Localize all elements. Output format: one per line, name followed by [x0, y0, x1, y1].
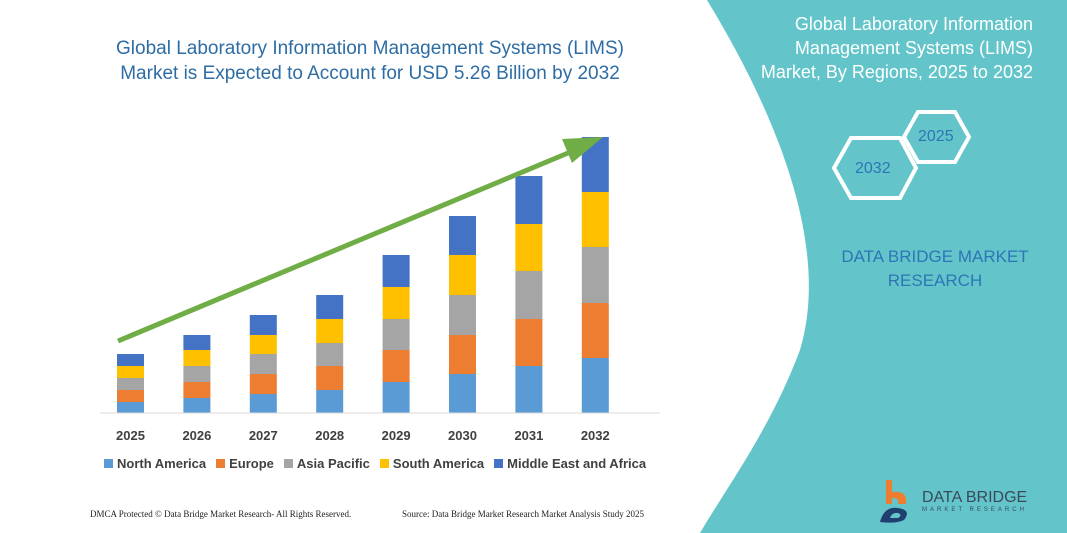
bar-segment-2028-3	[316, 319, 344, 343]
trend-arrow	[117, 137, 603, 344]
bar-segment-2025-3	[117, 366, 144, 378]
bar-segment-2025-1	[117, 390, 144, 402]
bar-segment-2032-0	[581, 358, 609, 413]
bar-segment-2031-4	[515, 176, 543, 224]
bar-segment-2030-3	[449, 255, 476, 295]
bar-segment-2032-1	[581, 303, 609, 358]
bar-segment-2027-0	[249, 394, 277, 413]
x-tick-label: 2025	[116, 428, 145, 443]
side-panel-title: Global Laboratory Information Management…	[713, 12, 1033, 84]
bar-segment-2031-3	[515, 224, 543, 271]
hexagon-2025	[901, 110, 972, 164]
chart-title: Global Laboratory Information Management…	[90, 36, 650, 86]
legend-swatch	[494, 459, 504, 468]
bar-segment-2030-2	[449, 295, 476, 335]
brand-text: DATA BRIDGE MARKET RESEARCH	[820, 245, 1050, 293]
bar-segment-2029-1	[382, 350, 410, 382]
chart-legend: North America Europe Asia Pacific South Ame…	[104, 456, 646, 471]
logo: DATA BRIDGE MARKET RESEARCH	[876, 478, 1027, 524]
bar-segment-2028-1	[316, 366, 344, 390]
bar-segment-2026-1	[183, 382, 211, 398]
brand-line-1: DATA BRIDGE MARKET	[841, 247, 1029, 266]
bar-segment-2029-4	[382, 255, 410, 287]
bar-segment-2028-4	[316, 295, 344, 319]
bar-segment-2031-2	[515, 271, 543, 319]
legend-swatch	[216, 459, 226, 468]
bar-segment-2026-3	[183, 350, 211, 366]
bar-segment-2032-3	[581, 192, 609, 247]
legend-label: Middle East and Africa	[507, 456, 647, 471]
bar-segment-2032-2	[581, 247, 609, 303]
x-tick-label: 2028	[315, 428, 344, 443]
bar-segment-2027-1	[249, 374, 277, 394]
brand-line-2: RESEARCH	[887, 271, 983, 290]
bar-segment-2029-2	[382, 319, 410, 350]
legend-swatch	[283, 459, 293, 468]
x-tick-label: 2029	[382, 428, 411, 443]
legend-item: Asia Pacific	[283, 456, 370, 471]
bar-segment-2025-4	[117, 354, 144, 366]
legend-label: South America	[392, 456, 485, 471]
side-title-line-2: Management Systems (LIMS)	[794, 38, 1033, 58]
bar-segment-2031-0	[515, 366, 543, 413]
hex-label-2025: 2025	[918, 128, 954, 145]
bar-segment-2029-3	[382, 287, 410, 319]
stacked-bar-chart	[117, 137, 609, 413]
side-panel-shape	[700, 0, 1067, 533]
bar-segment-2027-4	[249, 315, 277, 335]
bar-segment-2029-0	[382, 382, 410, 413]
legend-label: Europe	[229, 456, 274, 471]
bar-segment-2028-2	[316, 343, 344, 366]
logo-name: DATA BRIDGE	[922, 489, 1028, 506]
x-tick-label: 2027	[249, 428, 278, 443]
legend-item: North America	[104, 456, 206, 471]
title-line-2: Market is Expected to Account for USD 5.…	[120, 63, 620, 84]
x-tick-label: 2032	[581, 428, 610, 443]
legend-item: Middle East and Africa	[494, 456, 646, 471]
legend-item: South America	[379, 456, 485, 471]
bar-segment-2027-3	[249, 335, 277, 354]
footer-copyright: DMCA Protected © Data Bridge Market Rese…	[90, 509, 352, 519]
legend-swatch	[379, 459, 389, 468]
bar-segment-2026-0	[183, 398, 211, 413]
hex-label-2032: 2032	[855, 160, 891, 177]
bar-segment-2025-2	[117, 378, 144, 390]
footer-source: Source: Data Bridge Market Research Mark…	[402, 509, 644, 519]
side-title-line-3: Market, By Regions, 2025 to 2032	[760, 62, 1033, 82]
bar-segment-2026-2	[183, 366, 211, 382]
logo-icon	[880, 480, 907, 523]
bar-segment-2031-1	[515, 319, 543, 366]
x-tick-label: 2026	[182, 428, 211, 443]
bar-segment-2027-2	[249, 354, 277, 374]
title-line-1: Global Laboratory Information Management…	[116, 38, 624, 59]
bar-segment-2026-4	[183, 335, 211, 350]
legend-label: North America	[117, 456, 207, 471]
bar-segment-2030-1	[449, 335, 476, 374]
bar-segment-2030-0	[449, 374, 476, 413]
side-title-line-1: Global Laboratory Information	[794, 14, 1033, 34]
bar-segment-2030-4	[449, 216, 476, 255]
legend-item: Europe	[216, 456, 274, 471]
hexagon-2032	[831, 136, 919, 200]
bar-segment-2028-0	[316, 390, 344, 413]
bar-segment-2025-0	[117, 402, 144, 413]
x-tick-label: 2030	[448, 428, 477, 443]
logo-tagline: MARKET RESEARCH	[922, 507, 1027, 513]
legend-swatch	[104, 459, 113, 468]
legend-label: Asia Pacific	[296, 456, 370, 471]
x-tick-label: 2031	[514, 428, 543, 443]
